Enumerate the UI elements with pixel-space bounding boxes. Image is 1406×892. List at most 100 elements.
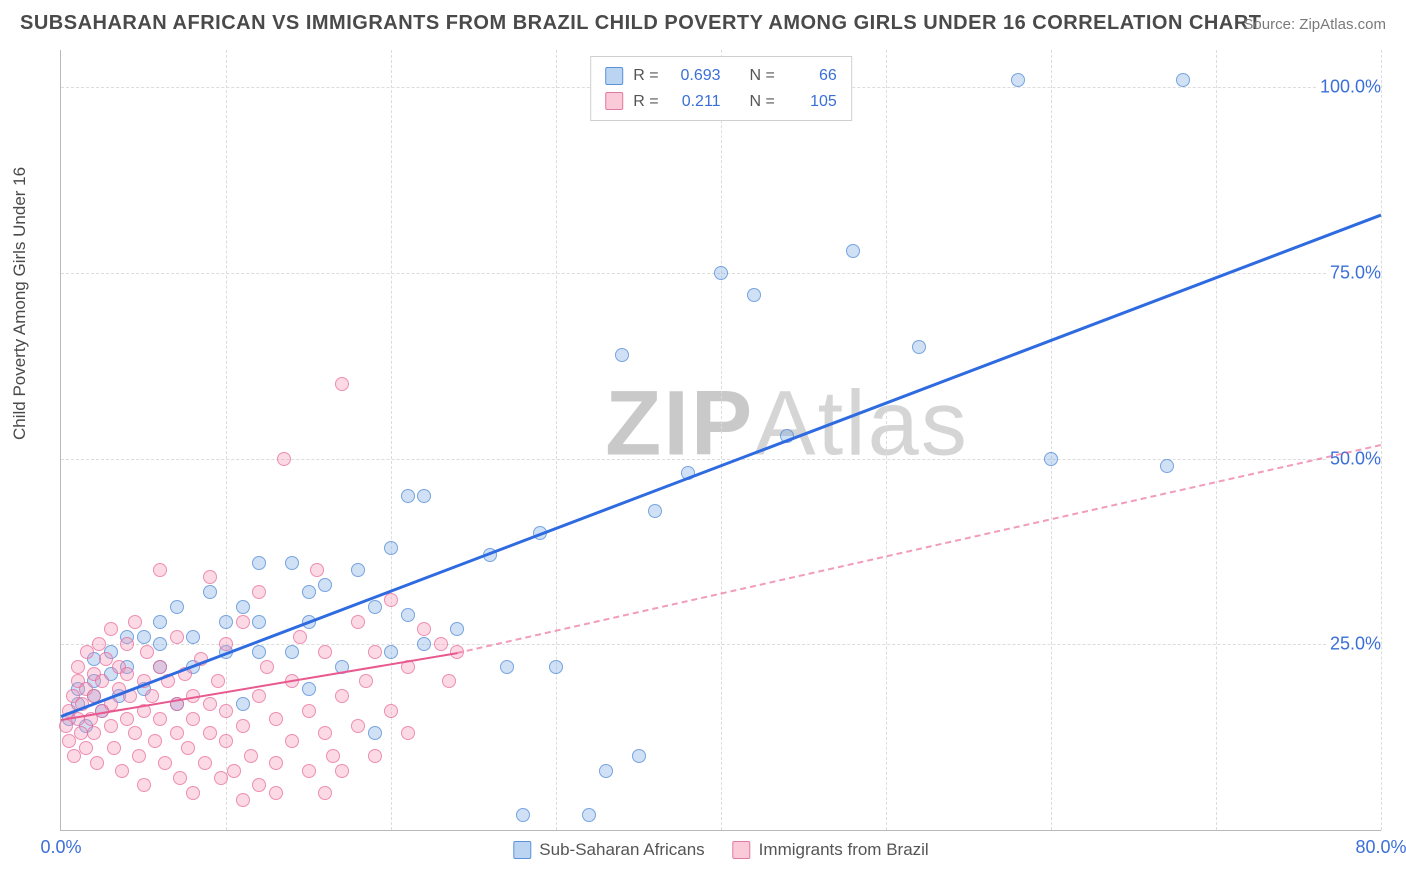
- y-axis-title: Child Poverty Among Girls Under 16: [10, 167, 30, 440]
- gridline-v: [886, 50, 887, 830]
- scatter-point: [599, 764, 613, 778]
- legend-swatch: [733, 841, 751, 859]
- scatter-point: [434, 637, 448, 651]
- scatter-point: [153, 660, 167, 674]
- source-attribution: Source: ZipAtlas.com: [1243, 16, 1386, 33]
- scatter-point: [252, 615, 266, 629]
- legend-n-label: N =: [749, 63, 774, 89]
- series-legend-item: Sub-Saharan Africans: [513, 840, 704, 860]
- scatter-point: [401, 489, 415, 503]
- scatter-point: [211, 674, 225, 688]
- legend-swatch: [605, 67, 623, 85]
- scatter-point: [384, 704, 398, 718]
- scatter-point: [128, 726, 142, 740]
- legend-row: R =0.211 N =105: [605, 89, 837, 115]
- scatter-point: [236, 615, 250, 629]
- scatter-point: [285, 734, 299, 748]
- scatter-point: [227, 764, 241, 778]
- scatter-point: [148, 734, 162, 748]
- scatter-point: [384, 593, 398, 607]
- scatter-point: [104, 622, 118, 636]
- scatter-point: [252, 585, 266, 599]
- scatter-point: [260, 660, 274, 674]
- scatter-point: [384, 541, 398, 555]
- scatter-point: [104, 719, 118, 733]
- scatter-point: [648, 504, 662, 518]
- scatter-point: [351, 719, 365, 733]
- legend-n-value: 66: [785, 63, 837, 89]
- scatter-point: [219, 704, 233, 718]
- scatter-point: [186, 786, 200, 800]
- scatter-point: [203, 697, 217, 711]
- scatter-point: [368, 726, 382, 740]
- scatter-point: [137, 778, 151, 792]
- scatter-point: [714, 266, 728, 280]
- scatter-point: [293, 630, 307, 644]
- y-tick-label: 75.0%: [1326, 262, 1385, 283]
- legend-n-value: 105: [785, 89, 837, 115]
- scatter-point: [549, 660, 563, 674]
- scatter-point: [326, 749, 340, 763]
- series-legend-label: Sub-Saharan Africans: [539, 840, 704, 860]
- x-tick-label: 0.0%: [40, 837, 81, 858]
- scatter-point: [582, 808, 596, 822]
- gridline-v: [1216, 50, 1217, 830]
- scatter-point: [302, 704, 316, 718]
- scatter-point: [107, 741, 121, 755]
- scatter-point: [214, 771, 228, 785]
- legend-r-label: R =: [633, 63, 658, 89]
- scatter-point: [153, 563, 167, 577]
- correlation-legend: R =0.693 N =66R =0.211 N =105: [590, 56, 852, 121]
- scatter-point: [1044, 452, 1058, 466]
- gridline-v: [1381, 50, 1382, 830]
- series-legend-label: Immigrants from Brazil: [759, 840, 929, 860]
- x-tick-label: 80.0%: [1355, 837, 1406, 858]
- scatter-point: [310, 563, 324, 577]
- scatter-point: [79, 741, 93, 755]
- legend-r-label: R =: [633, 89, 658, 115]
- legend-row: R =0.693 N =66: [605, 63, 837, 89]
- scatter-point: [269, 786, 283, 800]
- chart-title: SUBSAHARAN AFRICAN VS IMMIGRANTS FROM BR…: [20, 12, 1261, 35]
- scatter-point: [1011, 73, 1025, 87]
- scatter-point: [500, 660, 514, 674]
- scatter-point: [158, 756, 172, 770]
- scatter-point: [203, 570, 217, 584]
- scatter-point: [846, 244, 860, 258]
- scatter-point: [632, 749, 646, 763]
- series-legend: Sub-Saharan Africans Immigrants from Braz…: [513, 840, 928, 860]
- scatter-point: [203, 585, 217, 599]
- scatter-point: [181, 741, 195, 755]
- scatter-point: [252, 556, 266, 570]
- scatter-point: [120, 637, 134, 651]
- scatter-point: [335, 764, 349, 778]
- scatter-point: [252, 778, 266, 792]
- scatter-point: [269, 756, 283, 770]
- scatter-point: [252, 645, 266, 659]
- scatter-point: [90, 756, 104, 770]
- scatter-point: [1176, 73, 1190, 87]
- scatter-point: [912, 340, 926, 354]
- legend-n-label: N =: [749, 89, 774, 115]
- source-site: ZipAtlas.com: [1299, 16, 1386, 33]
- scatter-point: [170, 726, 184, 740]
- scatter-point: [120, 712, 134, 726]
- scatter-point: [145, 689, 159, 703]
- scatter-point: [417, 622, 431, 636]
- scatter-point: [335, 377, 349, 391]
- scatter-point: [120, 667, 134, 681]
- scatter-point: [351, 615, 365, 629]
- scatter-point: [140, 645, 154, 659]
- scatter-plot-area: ZIPAtlas R =0.693 N =66R =0.211 N =105 S…: [60, 50, 1381, 831]
- scatter-point: [74, 726, 88, 740]
- scatter-point: [335, 689, 349, 703]
- scatter-point: [302, 764, 316, 778]
- watermark: ZIPAtlas: [605, 372, 969, 477]
- scatter-point: [1160, 459, 1174, 473]
- scatter-point: [236, 600, 250, 614]
- scatter-point: [203, 726, 217, 740]
- scatter-point: [92, 637, 106, 651]
- scatter-point: [318, 578, 332, 592]
- series-legend-item: Immigrants from Brazil: [733, 840, 929, 860]
- scatter-point: [236, 719, 250, 733]
